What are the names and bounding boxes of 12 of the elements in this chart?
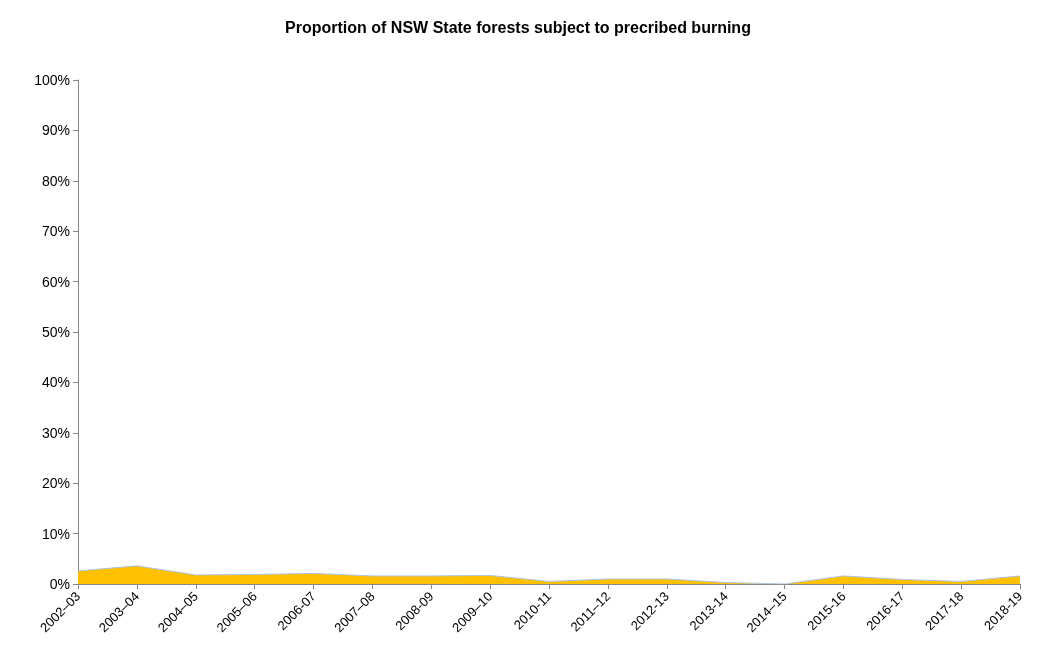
y-tick-label: 70% — [41, 223, 70, 240]
y-tick-label: 80% — [41, 172, 70, 189]
y-tick-label: 20% — [41, 475, 70, 492]
y-tick-label: 30% — [41, 424, 70, 441]
y-tick-label: 50% — [41, 324, 70, 340]
y-tick-label: 100% — [34, 72, 70, 88]
y-tick-label: 40% — [41, 374, 70, 391]
chart-title: Proportion of NSW State forests subject to precribed burning — [285, 18, 751, 36]
y-tick-label: 60% — [41, 273, 70, 290]
y-tick-label: 90% — [41, 122, 70, 139]
y-tick-label: 10% — [41, 525, 70, 542]
y-tick-label: 0% — [49, 576, 70, 592]
